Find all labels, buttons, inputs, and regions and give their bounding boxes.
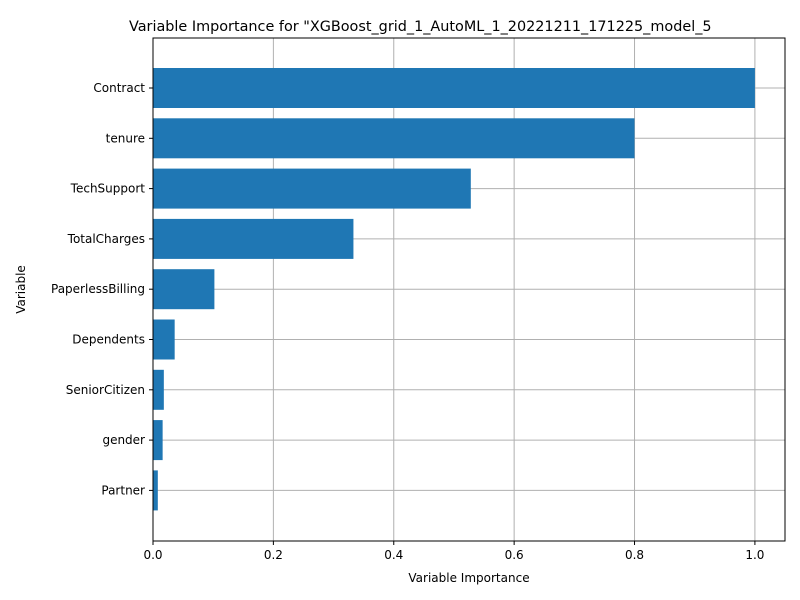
- y-tick-label-Contract: Contract: [93, 81, 145, 95]
- x-tick-label: 0.2: [264, 548, 283, 562]
- y-tick-label-SeniorCitizen: SeniorCitizen: [66, 383, 145, 397]
- bar-Partner: [153, 470, 158, 511]
- bar-SeniorCitizen: [153, 369, 164, 410]
- x-tick-label: 0.6: [505, 548, 524, 562]
- bar-PaperlessBilling: [153, 269, 215, 310]
- x-axis-title: Variable Importance: [408, 571, 529, 585]
- y-axis-title: Variable: [14, 265, 28, 314]
- bar-layer: [153, 68, 755, 511]
- y-tick-label-TotalCharges: TotalCharges: [67, 232, 145, 246]
- tick-layer: 0.0 0.2 0.4 0.6 0.8 1.0 Contract tenure TechSupp…: [51, 81, 764, 562]
- x-tick-label: 1.0: [745, 548, 764, 562]
- y-tick-label-TechSupport: TechSupport: [70, 182, 146, 196]
- chart-title: Variable Importance for "XGBoost_grid_1_…: [129, 19, 712, 35]
- bar-TechSupport: [153, 168, 471, 209]
- bar-Dependents: [153, 319, 175, 360]
- bar-Contract: [153, 68, 755, 108]
- y-tick-label-gender: gender: [102, 433, 145, 447]
- y-tick-label-PaperlessBilling: PaperlessBilling: [51, 282, 145, 296]
- y-tick-label-Dependents: Dependents: [72, 333, 145, 347]
- bar-gender: [153, 420, 163, 461]
- bar-TotalCharges: [153, 218, 354, 259]
- y-tick-label-Partner: Partner: [101, 483, 145, 497]
- x-tick-label: 0.4: [384, 548, 403, 562]
- y-tick-label-tenure: tenure: [106, 131, 145, 145]
- x-tick-label: 0.0: [143, 548, 162, 562]
- bar-tenure: [153, 118, 635, 159]
- x-tick-label: 0.8: [625, 548, 644, 562]
